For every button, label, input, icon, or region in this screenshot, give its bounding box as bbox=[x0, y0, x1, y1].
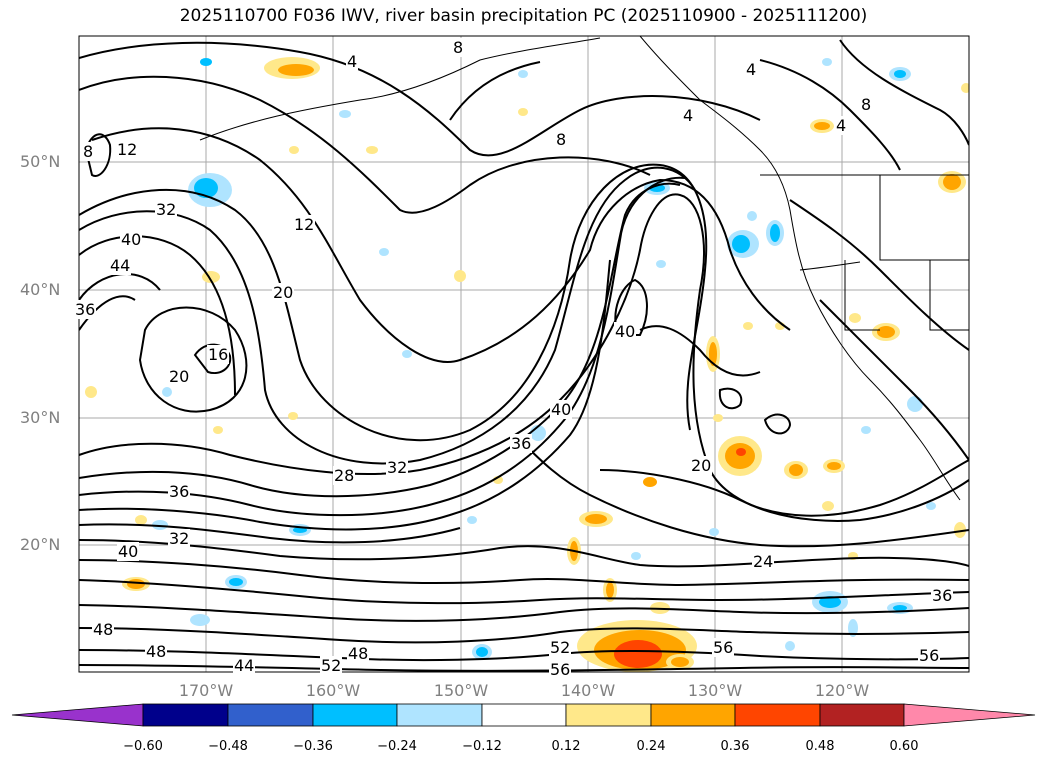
contour-label: 52 bbox=[320, 656, 343, 675]
lat-label-30n: 30°N bbox=[20, 408, 61, 427]
contour-label: 44 bbox=[233, 656, 256, 675]
colorbar-tick-label: −0.48 bbox=[208, 739, 248, 754]
contour-label: 12 bbox=[293, 215, 316, 234]
contour-label: 56 bbox=[918, 646, 941, 665]
contour-label: 20 bbox=[272, 283, 295, 302]
lat-label-40n: 40°N bbox=[20, 280, 61, 299]
colorbar-tick-label: −0.36 bbox=[293, 739, 333, 754]
contour-label: 32 bbox=[168, 529, 191, 548]
contour-label: 4 bbox=[745, 60, 758, 79]
colorbar-tick-label: 0.60 bbox=[889, 739, 919, 754]
precip-shading bbox=[85, 57, 969, 672]
lon-label-120w: 120°W bbox=[814, 681, 870, 700]
contour-label: 20 bbox=[690, 456, 713, 475]
lat-label-20n: 20°N bbox=[20, 535, 61, 554]
contour-label: 40 bbox=[117, 542, 140, 561]
colorbar-tick-label: −0.12 bbox=[462, 739, 502, 754]
contour-label: 36 bbox=[168, 482, 191, 501]
lon-label-170w: 170°W bbox=[178, 681, 234, 700]
contour-label: 56 bbox=[712, 638, 735, 657]
contour-label: 8 bbox=[452, 38, 465, 57]
lat-label-50n: 50°N bbox=[20, 152, 61, 171]
colorbar-tick-label: 0.48 bbox=[805, 739, 835, 754]
contour-label: 16 bbox=[207, 345, 230, 364]
contour-label: 28 bbox=[333, 466, 356, 485]
lon-label-130w: 130°W bbox=[687, 681, 743, 700]
contour-label: 44 bbox=[109, 256, 132, 275]
contour-label: 24 bbox=[752, 552, 775, 571]
contour-label: 8 bbox=[860, 95, 873, 114]
contour-label: 36 bbox=[510, 434, 533, 453]
contour-label: 8 bbox=[82, 142, 95, 161]
colorbar-max-extend bbox=[903, 703, 1036, 727]
contour-label: 12 bbox=[116, 140, 139, 159]
contour-label: 48 bbox=[92, 620, 115, 639]
contour-label: 20 bbox=[168, 367, 191, 386]
contour-label: 40 bbox=[550, 400, 573, 419]
colorbar-tick-label: 0.12 bbox=[551, 739, 581, 754]
colorbar-tick-label: −0.60 bbox=[123, 739, 163, 754]
colorbar-tick-label: 0.36 bbox=[720, 739, 750, 754]
map-title: 2025110700 F036 IWV, river basin precipi… bbox=[179, 6, 868, 26]
contour-label: 8 bbox=[555, 130, 568, 149]
coastlines bbox=[199, 36, 969, 501]
contour-label: 32 bbox=[386, 458, 409, 477]
contour-label: 4 bbox=[682, 106, 695, 125]
contour-label: 56 bbox=[549, 660, 572, 679]
lon-label-140w: 140°W bbox=[560, 681, 616, 700]
colorbar-tick-label: −0.24 bbox=[377, 739, 417, 754]
contour-label: 32 bbox=[155, 200, 178, 219]
contour-label: 36 bbox=[931, 586, 954, 605]
contour-label: 40 bbox=[120, 230, 143, 249]
colorbar bbox=[11, 703, 1036, 727]
contour-label: 40 bbox=[614, 322, 637, 341]
contour-label: 48 bbox=[145, 642, 168, 661]
colorbar-tick-label: 0.24 bbox=[636, 739, 666, 754]
contour-label: 52 bbox=[549, 638, 572, 657]
contour-label: 4 bbox=[346, 52, 359, 71]
lon-label-160w: 160°W bbox=[305, 681, 361, 700]
contour-label: 48 bbox=[347, 644, 370, 663]
contour-label: 4 bbox=[835, 116, 848, 135]
lon-label-150w: 150°W bbox=[433, 681, 489, 700]
map-frame bbox=[78, 35, 970, 673]
contour-label: 36 bbox=[74, 300, 97, 319]
